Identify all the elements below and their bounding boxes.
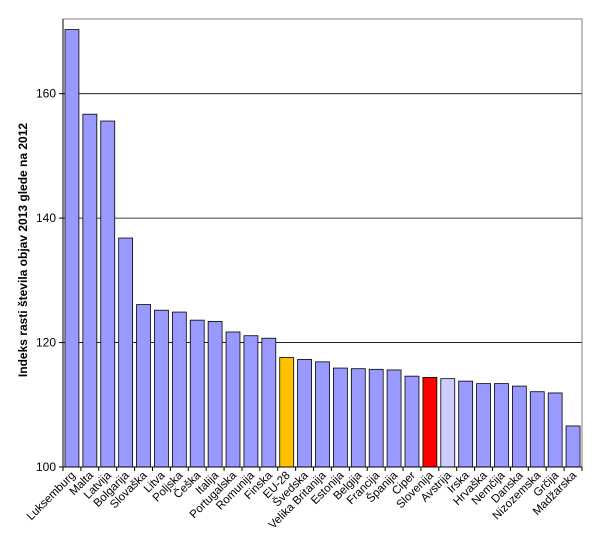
bar [225,331,241,468]
y-tick-label: 100 [36,460,56,474]
bar [529,391,545,468]
category-labels: LuksemburgMaltaLatvijaBolgarijaSlovaškaL… [25,469,580,532]
y-tick-label: 140 [36,211,56,225]
bar [207,320,223,468]
bar [100,120,116,468]
bar [547,392,563,468]
bar [494,383,509,468]
bar [440,378,456,468]
y-tick-labels: 100 120 140 160 [36,87,63,474]
bar [243,335,259,468]
bar [82,113,98,468]
bar [279,357,295,468]
bar [386,369,402,468]
y-tick-label: 160 [36,87,56,101]
bar [136,304,151,468]
bar [315,361,330,468]
bar [189,319,205,468]
bar [565,425,581,468]
x-category-label: Luksemburg [25,470,78,523]
bar [297,358,312,468]
bar [261,337,277,468]
bars [64,29,581,468]
bar [64,29,80,468]
bar [118,237,134,468]
bar [171,311,187,468]
bar [422,376,438,468]
bar [476,383,491,468]
bar [458,380,474,468]
bar [404,375,420,468]
bar [154,309,169,468]
y-axis-title: Indeks rasti števila objav 2013 glede na… [16,123,30,377]
bar [350,368,366,468]
y-tick-label: 120 [36,336,56,350]
bar [333,367,348,468]
bar [511,385,527,468]
bar [368,368,384,468]
